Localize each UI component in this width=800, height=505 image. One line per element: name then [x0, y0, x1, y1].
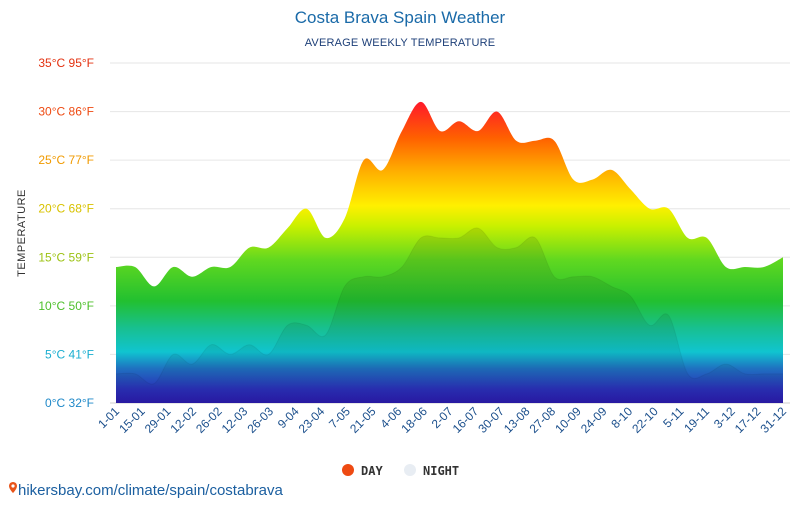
x-tick-label: 31-12: [758, 404, 790, 436]
legend-day-swatch[interactable]: [342, 464, 354, 476]
y-tick-label: 10°C 50°F: [38, 299, 94, 313]
legend-night-label[interactable]: NIGHT: [423, 464, 459, 478]
y-axis-ticks: 0°C 32°F 5°C 41°F 10°C 50°F 15°C 59°F 20°C 6…: [38, 56, 94, 410]
x-tick-label: 26-03: [244, 404, 276, 436]
legend: DAY NIGHT: [342, 464, 459, 478]
y-tick-label: 25°C 77°F: [38, 153, 94, 167]
x-tick-label: 30-07: [475, 404, 507, 436]
source-url[interactable]: hikersbay.com/climate/spain/costabrava: [18, 482, 283, 499]
x-tick-label: 29-01: [142, 404, 174, 436]
legend-night-swatch[interactable]: [404, 464, 416, 476]
x-tick-label: 26-02: [193, 404, 225, 436]
night-series-shade: [116, 227, 783, 403]
chart-subtitle: AVERAGE WEEKLY TEMPERATURE: [305, 37, 496, 49]
x-axis-ticks: 1-0115-0129-0112-0226-0212-0326-039-0423…: [95, 404, 789, 436]
y-tick-label: 20°C 68°F: [38, 202, 94, 216]
y-tick-label: 15°C 59°F: [38, 250, 94, 264]
source-link[interactable]: hikersbay.com/climate/spain/costabrava: [9, 482, 283, 499]
x-tick-label: 10-09: [552, 404, 584, 436]
x-tick-label: 16-07: [450, 404, 482, 436]
y-tick-label: 5°C 41°F: [45, 347, 94, 361]
y-tick-label: 35°C 95°F: [38, 56, 94, 70]
x-tick-label: 17-12: [732, 404, 764, 436]
night-series-line: [115, 227, 783, 385]
y-tick-label: 0°C 32°F: [45, 396, 94, 410]
x-tick-label: 22-10: [629, 404, 661, 436]
map-pin-icon: [9, 482, 17, 493]
x-tick-label: 27-08: [527, 404, 559, 436]
x-tick-label: 23-04: [296, 404, 328, 436]
y-axis-label: TEMPERATURE: [16, 189, 28, 277]
y-tick-label: 30°C 86°F: [38, 105, 94, 119]
x-tick-label: 24-09: [578, 404, 610, 436]
x-tick-label: 12-02: [167, 404, 199, 436]
legend-day-label[interactable]: DAY: [361, 464, 383, 478]
x-tick-label: 15-01: [116, 404, 148, 436]
x-tick-label: 12-03: [219, 404, 251, 436]
x-tick-label: 18-06: [398, 404, 430, 436]
chart-title: Costa Brava Spain Weather: [295, 8, 506, 27]
plot-area: [115, 101, 783, 404]
x-tick-label: 21-05: [347, 404, 379, 436]
x-tick-label: 13-08: [501, 404, 533, 436]
x-tick-label: 19-11: [681, 404, 712, 435]
